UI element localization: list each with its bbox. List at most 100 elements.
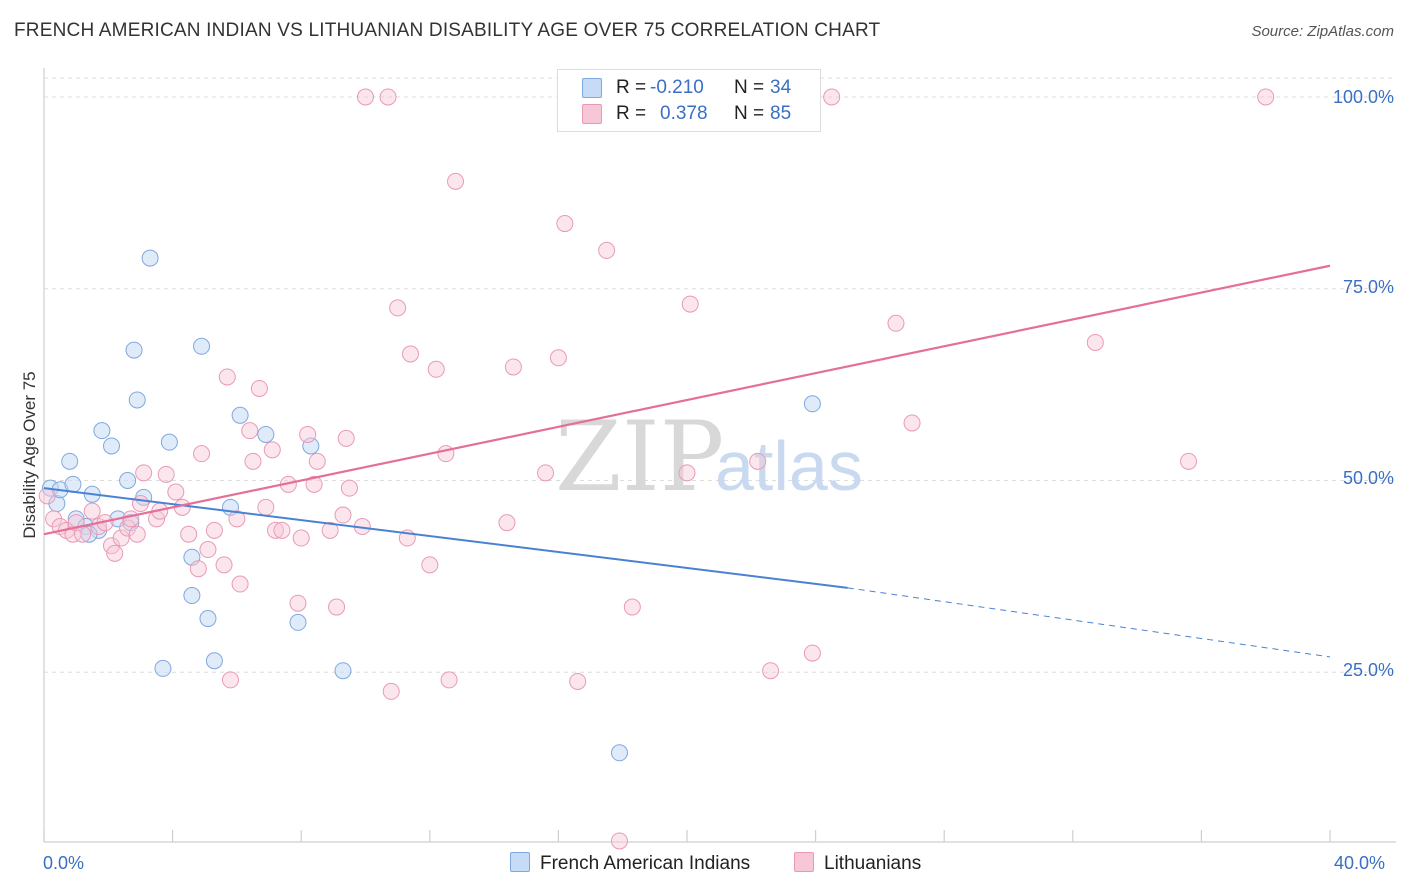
pink-point (598, 241, 616, 259)
legend-label-blue: French American Indians (540, 853, 751, 874)
pink-point (308, 452, 326, 470)
pink-point (569, 672, 587, 690)
pink-point (135, 464, 153, 482)
pink-point (887, 314, 905, 332)
legend-swatch-blue (510, 852, 530, 872)
blue-point (289, 613, 307, 631)
legend-pink-r: 0.378 (660, 103, 708, 124)
pink-point (305, 475, 323, 493)
pink-point (402, 345, 420, 363)
pink-point (337, 429, 355, 447)
blue-point (205, 652, 223, 670)
pink-point (328, 598, 346, 616)
blue-point (183, 587, 201, 605)
pink-point (1180, 452, 1198, 470)
blue-point (257, 425, 275, 443)
pink-point (537, 464, 555, 482)
pink-point (257, 498, 275, 516)
pink-point (221, 671, 239, 689)
pink-point (74, 525, 92, 543)
pink-point (193, 445, 211, 463)
blue-point (334, 662, 352, 680)
pink-point (228, 510, 246, 528)
pink-point (440, 671, 458, 689)
pink-point (218, 368, 236, 386)
legend-swatch-pink (582, 104, 602, 124)
blue-trend-extension (847, 587, 1331, 658)
blue-point (154, 659, 172, 677)
watermark-zip: ZIP (555, 401, 724, 513)
pink-point (128, 525, 146, 543)
pink-point (340, 479, 358, 497)
pink-point (823, 88, 841, 106)
pink-point (504, 358, 522, 376)
blue-point (160, 433, 178, 451)
pink-point (678, 464, 696, 482)
legend-r-label: R = (616, 77, 647, 98)
pink-point (231, 575, 249, 593)
y-tick-label-50: 50.0% (1342, 468, 1394, 488)
pink-point (321, 521, 339, 539)
pink-point (199, 541, 217, 559)
pink-point (762, 662, 780, 680)
pink-trend-line (43, 264, 1331, 536)
pink-point (273, 521, 291, 539)
pink-point (623, 598, 641, 616)
legend-blue-n: 34 (770, 77, 792, 98)
legend-swatch-blue (582, 78, 602, 98)
pink-point (1086, 333, 1104, 351)
pink-point (382, 682, 400, 700)
blue-point (119, 472, 137, 489)
pink-point (131, 495, 149, 513)
pink-point (122, 510, 140, 528)
pink-point (289, 594, 307, 612)
pink-point (266, 521, 284, 539)
y-tick-label-75: 75.0% (1342, 277, 1394, 297)
blue-point (193, 337, 211, 355)
correlation-legend: R = -0.210 N = 34 R = 0.378 N = 85 (557, 69, 821, 132)
pink-point (263, 441, 281, 459)
legend-label-pink: Lithuanians (824, 853, 922, 874)
pink-point (389, 299, 407, 317)
blue-point (103, 437, 121, 455)
x-tick-label-max: 40.0% (1334, 853, 1386, 873)
legend-n-label: N = (734, 103, 765, 124)
pink-point (244, 452, 262, 470)
blue-trend-line (43, 487, 848, 589)
pink-point (167, 483, 185, 501)
pink-point (379, 88, 397, 106)
blue-point (64, 475, 82, 493)
blue-point (141, 249, 159, 267)
pink-point (292, 529, 310, 547)
legend-item-french-american-indians: French American Indians (510, 852, 750, 875)
blue-point (199, 610, 217, 628)
blue-point (125, 341, 143, 359)
pink-point (215, 556, 233, 574)
pink-point (180, 525, 198, 543)
pink-point (112, 529, 130, 547)
chart-title: FRENCH AMERICAN INDIAN VS LITHUANIAN DIS… (14, 20, 881, 41)
pink-point (106, 544, 124, 562)
pink-point (427, 360, 445, 378)
legend-item-lithuanians: Lithuanians (794, 852, 921, 875)
pink-point (903, 414, 921, 432)
blue-point (231, 406, 249, 424)
y-tick-label-25: 25.0% (1342, 660, 1394, 680)
pink-point (556, 215, 574, 233)
watermark-atlas: atlas (715, 427, 863, 505)
pink-point (610, 832, 628, 850)
pink-point (803, 644, 821, 662)
pink-point (421, 556, 439, 574)
y-tick-label-100: 100.0% (1332, 87, 1394, 107)
pink-point (250, 379, 268, 397)
pink-point (299, 425, 317, 443)
blue-point (61, 452, 79, 470)
pink-point (119, 519, 137, 537)
pink-point (189, 560, 207, 578)
pink-point (83, 502, 101, 520)
pink-point (205, 521, 223, 539)
pink-point (549, 349, 567, 367)
legend-blue-r: -0.210 (650, 77, 704, 98)
pink-point (498, 514, 516, 532)
